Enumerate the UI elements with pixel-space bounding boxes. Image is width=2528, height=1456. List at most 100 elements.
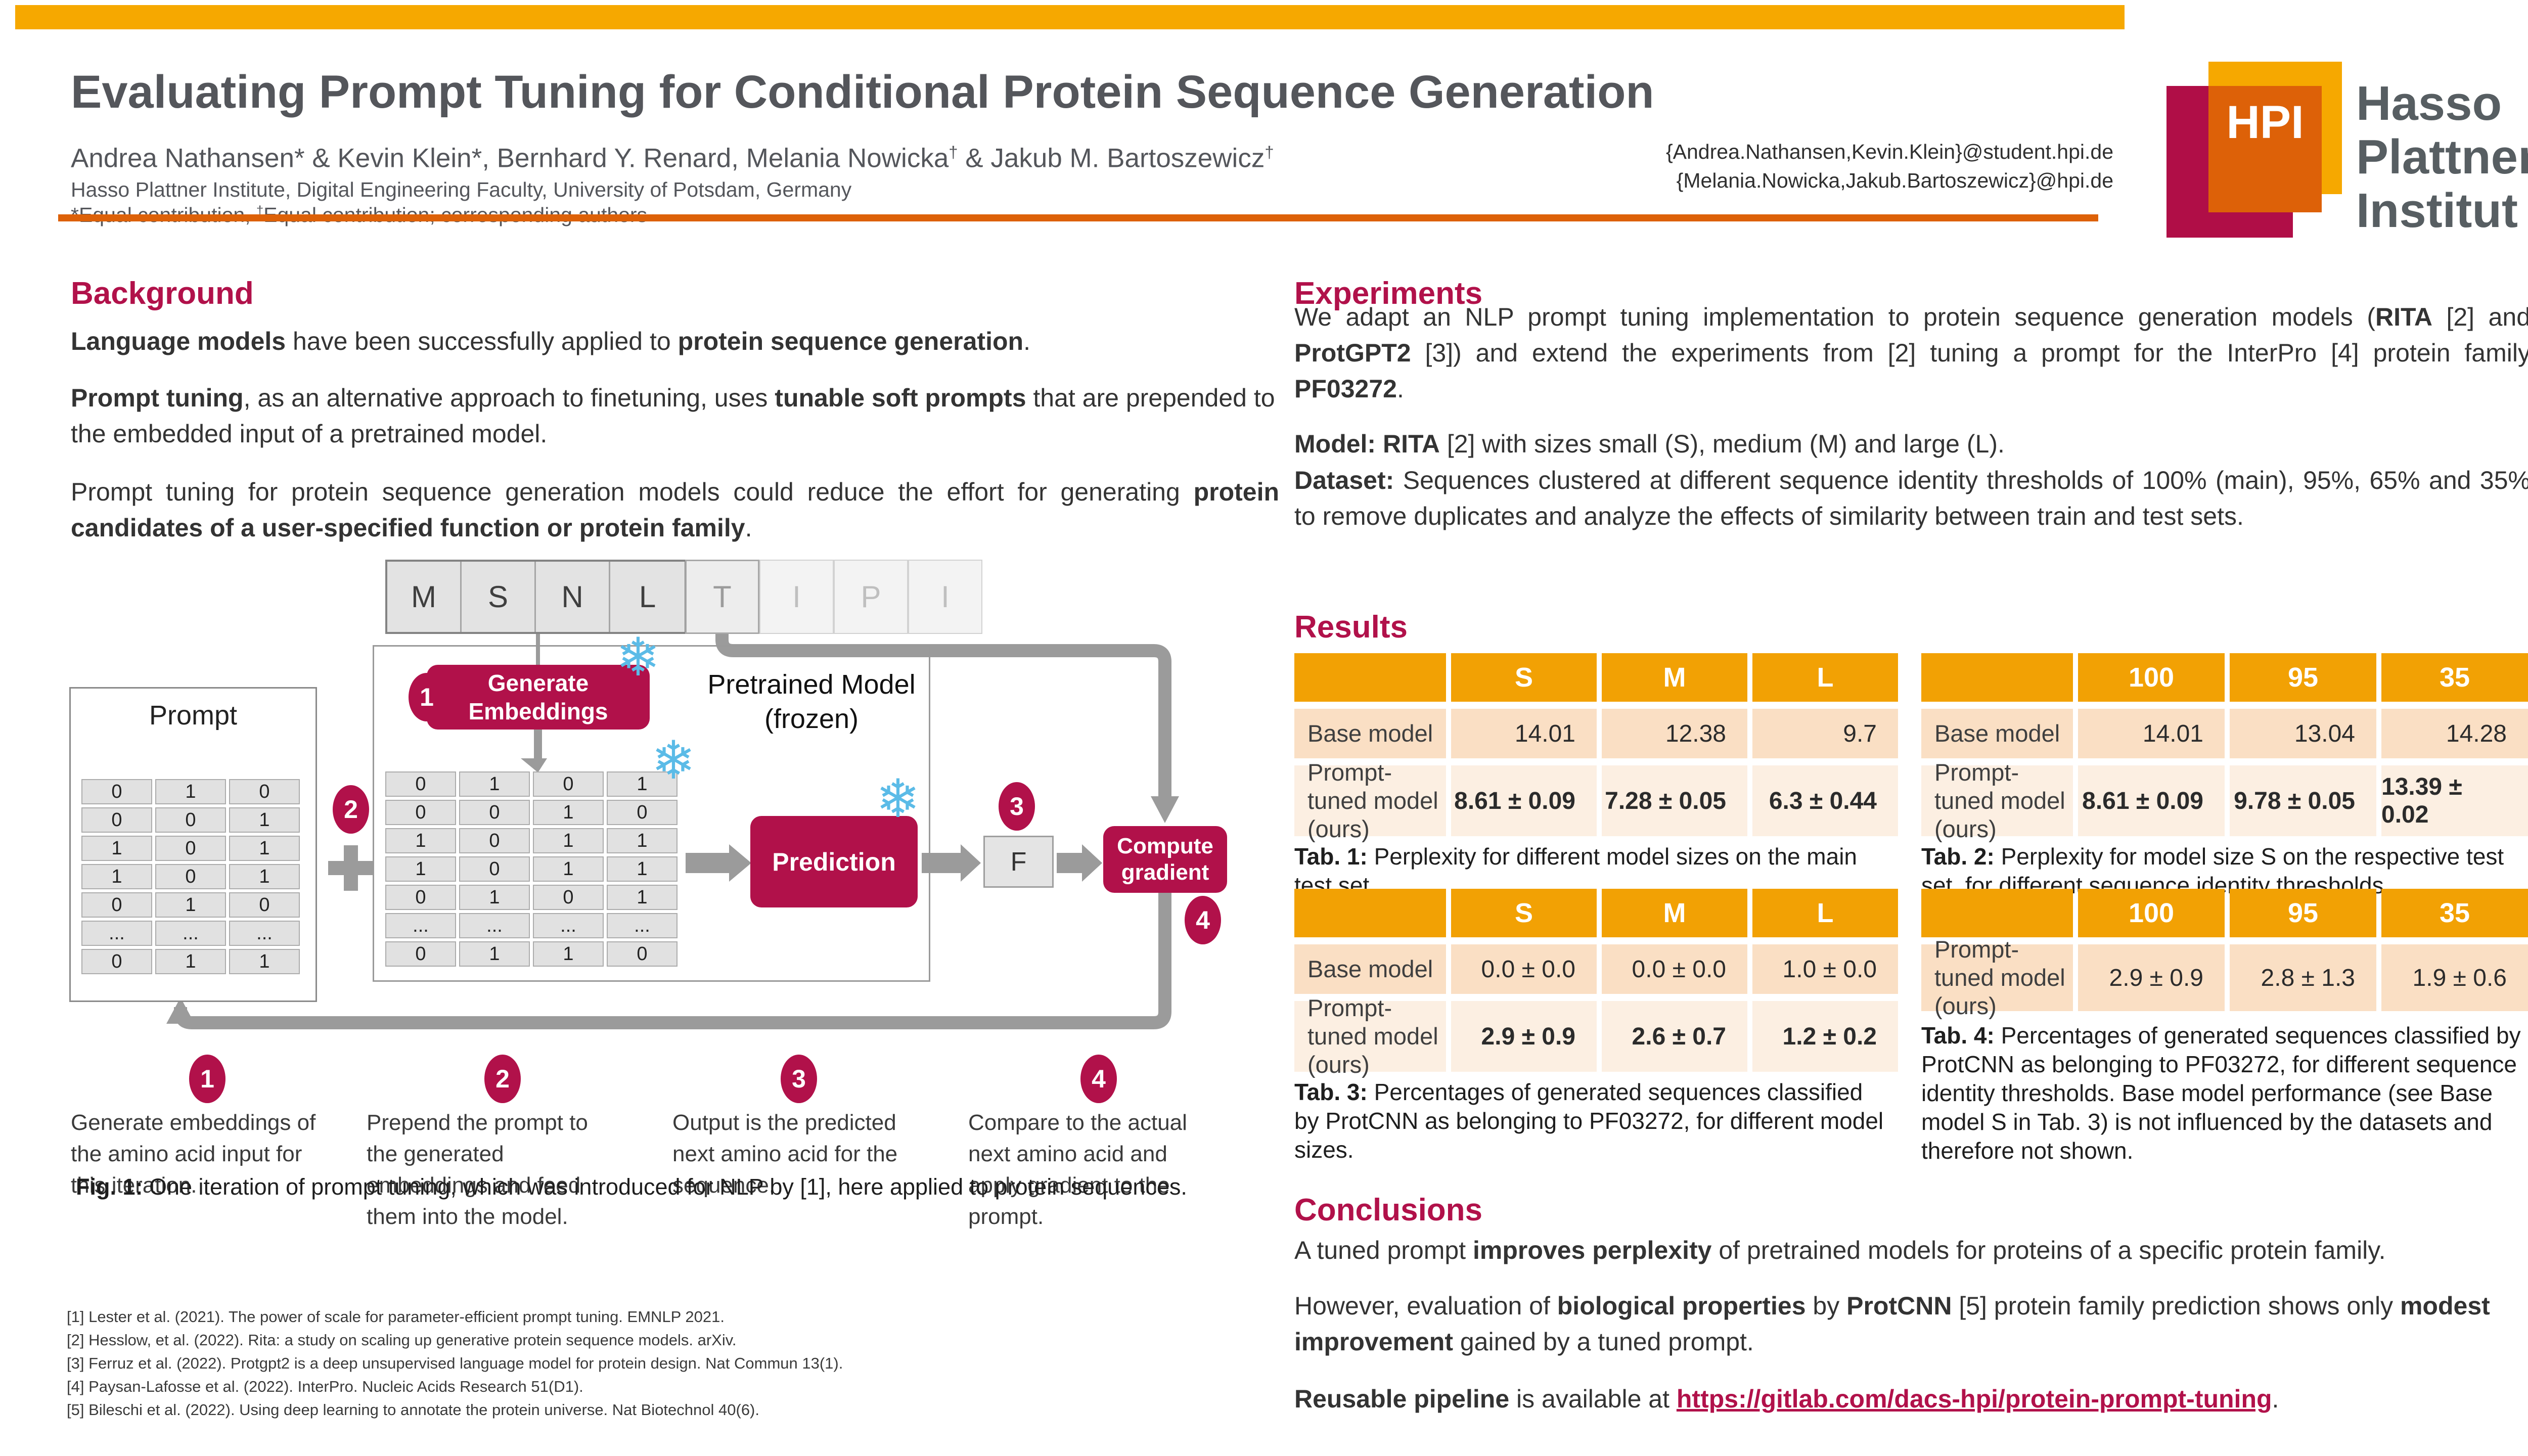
prediction-box: Prediction <box>750 816 918 907</box>
background-heading: Background <box>71 276 254 311</box>
text-run: A tuned prompt <box>1294 1236 1473 1264</box>
matrix-cell: 1 <box>229 949 300 974</box>
table-cell: 7.28 ± 0.05 <box>1602 765 1747 836</box>
snowflake-icon: ❄ <box>616 628 660 687</box>
matrix-cell: 1 <box>533 856 604 882</box>
sequence-token: N <box>536 562 610 632</box>
bold-improves-perplexity: improves perplexity <box>1473 1236 1712 1264</box>
pretrained-model-box <box>373 645 930 982</box>
generate-embeddings-box: Generate Embeddings <box>427 665 650 730</box>
text-run: gained by a tuned prompt. <box>1453 1328 1754 1356</box>
matrix-cell: 0 <box>607 941 678 967</box>
arrow-matrix-to-prediction-head <box>729 844 751 882</box>
matrix-cell: 1 <box>607 856 678 882</box>
table-cell: 8.61 ± 0.09 <box>1451 765 1597 836</box>
experiments-heading: Experiments <box>1294 276 1483 311</box>
arrow-f-to-gradient-shaft <box>1057 853 1082 873</box>
matrix-cell: 1 <box>459 941 530 967</box>
table-4: 100 95 35 Prompt-tuned model (ours) 2.9 … <box>1921 889 2528 1019</box>
authors-part1: Andrea Nathansen* & Kevin Klein*, Bernha… <box>71 143 949 173</box>
matrix-cell: 1 <box>81 864 152 889</box>
sequence-token-future: P <box>834 560 908 634</box>
text-run: Prompt tuning for protein sequence gener… <box>71 478 1194 506</box>
matrix-cell: 1 <box>459 885 530 910</box>
legend-step-3: 3 <box>781 1055 817 1103</box>
table-cell: 1.2 ± 0.2 <box>1752 1001 1898 1072</box>
arrow-prediction-to-f-shaft <box>922 853 961 873</box>
contrib-dagger: † <box>256 203 264 218</box>
arrow-matrix-to-prediction-shaft <box>686 853 729 873</box>
text-run: . <box>2272 1385 2279 1413</box>
table-row-label: Base model <box>1921 709 2073 758</box>
matrix-cell: 1 <box>155 892 226 918</box>
bold-reusable-pipeline: Reusable pipeline <box>1294 1385 1510 1413</box>
matrix-cell: ... <box>81 921 152 946</box>
authors-dagger1: † <box>949 143 958 161</box>
table-row-label: Base model <box>1294 944 1446 994</box>
table-1: S M L Base model 14.01 12.38 9.7 Prompt-… <box>1294 653 1898 842</box>
table-cell: 1.9 ± 0.6 <box>2381 944 2528 1011</box>
table-row-label: Prompt-tuned model (ours) <box>1294 994 1446 1078</box>
gitlab-repo-link[interactable]: https://gitlab.com/dacs-hpi/protein-prom… <box>1676 1385 2272 1413</box>
table-row-label: Base model <box>1294 709 1446 758</box>
references-list: [1] Lester et al. (2021). The power of s… <box>67 1305 843 1422</box>
table-header-cell: L <box>1752 889 1898 937</box>
table-cell: 12.38 <box>1602 709 1747 758</box>
table-header-cell: M <box>1602 653 1747 702</box>
table-cell: 13.39 ± 0.02 <box>2381 765 2528 836</box>
bold-dataset: Dataset: <box>1294 466 1394 494</box>
table-2: 100 95 35 Base model 14.01 13.04 14.28 P… <box>1921 653 2528 842</box>
table-4-caption: Tab. 4: Percentages of generated sequenc… <box>1921 1021 2528 1165</box>
matrix-cell: 0 <box>385 941 456 967</box>
contact-emails: {Andrea.Nathansen,Kevin.Klein}@student.h… <box>1618 138 2113 195</box>
table-3: S M L Base model 0.0 ± 0.0 0.0 ± 0.0 1.0… <box>1294 889 1898 1078</box>
matrix-cell: 0 <box>385 771 456 797</box>
caption-label: Tab. 4: <box>1921 1022 1995 1049</box>
legend-step-1: 1 <box>189 1055 225 1103</box>
reference-item: [1] Lester et al. (2021). The power of s… <box>67 1308 725 1326</box>
text-run: We adapt an NLP prompt tuning implementa… <box>1294 303 2375 331</box>
figure-caption-text: One iteration of prompt tuning, which wa… <box>143 1174 1187 1200</box>
matrix-cell: 1 <box>533 941 604 967</box>
table-cell: 14.01 <box>1451 709 1597 758</box>
table-cell: 2.6 ± 0.7 <box>1602 1001 1747 1072</box>
text-run: . <box>1396 375 1404 403</box>
pretrained-label-line2: (frozen) <box>764 704 859 734</box>
bold-modest-improvement: modest improvement <box>1294 1292 2490 1356</box>
bold-protein-seq-gen: protein sequence generation <box>678 327 1024 355</box>
matrix-cell: 0 <box>385 885 456 910</box>
table-cell: 14.01 <box>2078 709 2225 758</box>
authors-dagger2: † <box>1265 143 1274 161</box>
table-row-label: Prompt-tuned model (ours) <box>1294 759 1446 842</box>
experiments-paragraph: We adapt an NLP prompt tuning implementa… <box>1294 299 2528 407</box>
hpi-logo-letters: HPI <box>2226 97 2304 148</box>
matrix-cell: 0 <box>155 807 226 833</box>
conclusions-paragraph-2: However, evaluation of biological proper… <box>1294 1288 2528 1360</box>
step-marker-2: 2 <box>333 785 369 834</box>
legend-step-4: 4 <box>1080 1055 1117 1103</box>
matrix-cell: ... <box>229 921 300 946</box>
legend-step-2: 2 <box>484 1055 521 1103</box>
table-header-cell: S <box>1451 889 1597 937</box>
email-line-1: {Andrea.Nathansen,Kevin.Klein}@student.h… <box>1665 140 2113 163</box>
text-run: . <box>1023 327 1030 355</box>
table-row-label: Prompt-tuned model (ours) <box>1921 759 2073 842</box>
table-header-cell: 95 <box>2230 653 2376 702</box>
results-heading: Results <box>1294 610 1408 645</box>
matrix-cell: 1 <box>607 828 678 853</box>
line-label-elbow <box>715 634 1171 798</box>
table-header-cell: 35 <box>2381 653 2528 702</box>
bold-language-models: Language models <box>71 327 286 355</box>
matrix-cell: ... <box>459 913 530 938</box>
bold-tunable-soft-prompts: tunable soft prompts <box>775 384 1026 412</box>
matrix-cell: 0 <box>81 949 152 974</box>
conclusions-heading: Conclusions <box>1294 1193 1483 1227</box>
table-header-cell: L <box>1752 653 1898 702</box>
matrix-cell: 0 <box>155 864 226 889</box>
table-cell: 2.8 ± 1.3 <box>2230 944 2376 1011</box>
sequence-token: L <box>610 562 685 632</box>
matrix-cell: 1 <box>229 836 300 861</box>
background-paragraph-1: Language models have been successfully a… <box>71 324 1279 359</box>
caption-label: Tab. 1: <box>1294 843 1368 870</box>
